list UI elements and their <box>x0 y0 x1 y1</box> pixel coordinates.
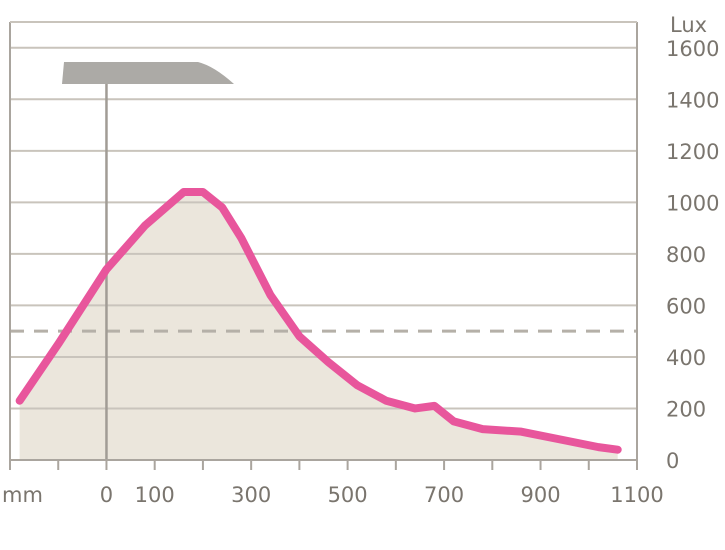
lamp-head-icon <box>62 62 234 84</box>
series-group <box>15 188 622 454</box>
y-tick-label-1400: 1400 <box>666 88 719 112</box>
series-0-point-19 <box>597 446 599 448</box>
y-tick-label-1200: 1200 <box>666 140 719 164</box>
x-tick-label-300: 300 <box>231 483 271 507</box>
series-0-point-14 <box>433 405 435 407</box>
x-unit-label: mm <box>2 483 43 507</box>
series-0-point-11 <box>356 384 358 386</box>
series-0-point-15 <box>453 420 455 422</box>
series-0-point-5 <box>202 191 204 193</box>
x-tick-label-0: 0 <box>100 483 113 507</box>
y-tick-label-1600: 1600 <box>666 37 719 61</box>
y-tick-label-400: 400 <box>666 346 706 370</box>
y-tick-label-600: 600 <box>666 294 706 318</box>
plot-area <box>10 22 637 460</box>
y-unit-label: Lux <box>670 13 707 37</box>
series-0-point-6 <box>221 207 223 209</box>
y-tick-label-800: 800 <box>666 243 706 267</box>
tick-labels: 0 100 300 500 700 900 1100 mm 0 200 400 600 800 1000 1… <box>2 13 719 507</box>
series-0-point-10 <box>327 361 329 363</box>
series-0-point-1 <box>57 343 59 345</box>
x-tick-label-100: 100 <box>135 483 175 507</box>
series-0-point-8 <box>269 294 271 296</box>
x-tick-label-900: 900 <box>520 483 560 507</box>
series-0-point-17 <box>520 431 522 433</box>
y-tick-label-1000: 1000 <box>666 191 719 215</box>
series-0-point-9 <box>298 335 300 337</box>
series-0-point-4 <box>183 191 185 193</box>
y-tick-label-0: 0 <box>666 449 679 473</box>
series-0-point-0 <box>19 400 21 402</box>
series-0-point-7 <box>241 237 243 239</box>
x-tick-label-700: 700 <box>424 483 464 507</box>
series-0-point-18 <box>559 438 561 440</box>
series-0-point-16 <box>482 428 484 430</box>
axes <box>9 21 638 470</box>
y-tick-label-200: 200 <box>666 397 706 421</box>
series-0-point-12 <box>385 400 387 402</box>
series-area-0 <box>19 192 618 460</box>
series-0-point-13 <box>414 407 416 409</box>
series-0-point-20 <box>617 449 619 451</box>
series-0-point-2 <box>105 268 107 270</box>
x-tick-label-500: 500 <box>328 483 368 507</box>
x-tick-label-1100: 1100 <box>610 483 663 507</box>
series-0-point-3 <box>144 225 146 227</box>
